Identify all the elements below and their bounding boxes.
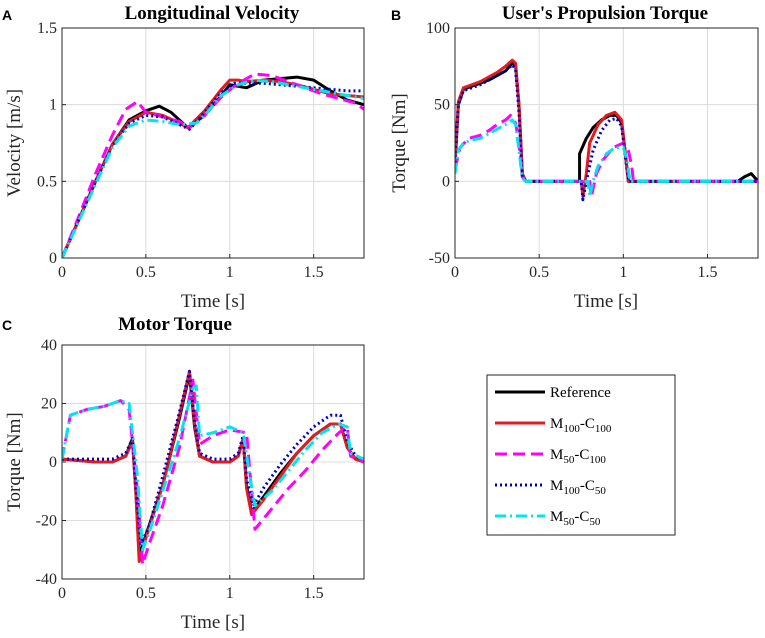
y-tick-label: 1.5 <box>37 20 57 37</box>
series-line-m50-c100 <box>62 72 364 258</box>
x-axis-label-motor: Time [s] <box>181 612 245 633</box>
panel-longitudinal-velocity: A Longitudinal Velocity 0 0.5 1 1.5 0 0.5 1 1.5… <box>2 3 365 312</box>
series-line-m50-c50 <box>62 384 364 552</box>
y-axis-label-velocity: Velocity [m/s] <box>4 89 25 197</box>
series-line-m50-c100 <box>62 378 364 566</box>
legend: Reference M100-C100 M50-C100 M100-C50 M50-C5… <box>486 374 676 536</box>
y-tick-label: -40 <box>36 571 57 588</box>
series-line-m100-c50 <box>455 63 758 202</box>
y-tick-label: 100 <box>426 20 450 37</box>
series-line-m50-c50 <box>455 118 758 199</box>
chart-title-velocity: Longitudinal Velocity <box>125 3 300 24</box>
legend-label-m50-c100: M50-C100 <box>550 447 606 466</box>
panel-propulsion-torque: B User's Propulsion Torque 0 0.5 1 1.5-5005… <box>389 3 759 312</box>
legend-label-m100-c50: M100-C50 <box>550 478 606 497</box>
series-line-reference <box>455 61 758 183</box>
x-tick-label: 1.5 <box>698 264 718 281</box>
x-tick-label: 1.5 <box>304 585 324 602</box>
x-tick-label: 1 <box>226 585 234 602</box>
y-tick-label: -50 <box>429 250 450 267</box>
y-tick-label: 0 <box>49 250 57 267</box>
legend-label-m100-c100: M100-C100 <box>550 416 612 435</box>
panel-letter-a: A <box>2 7 12 23</box>
y-tick-label: 1 <box>49 97 57 114</box>
series-line-m100-c50 <box>62 81 364 258</box>
y-tick-label: 0 <box>442 173 450 190</box>
series-line-m100-c50 <box>62 369 364 546</box>
y-tick-label: 50 <box>434 97 450 114</box>
axes-box-velocity <box>61 27 365 259</box>
panel-letter-c: C <box>2 317 12 333</box>
panel-motor-torque: C Motor Torque 0 0.5 1 1.5 -40 -20 0 20 40 Time … <box>2 314 365 633</box>
x-tick-label: 0.5 <box>136 264 156 281</box>
series-line-m50-c50 <box>62 78 364 258</box>
y-tick-label: 20 <box>41 396 57 413</box>
y-tick-label: 0 <box>49 454 57 471</box>
panel-letter-b: B <box>391 7 401 23</box>
series-line-m100-c100 <box>62 369 364 563</box>
x-tick-label: 1 <box>226 264 234 281</box>
chart-title-propulsion: User's Propulsion Torque <box>502 3 708 24</box>
x-tick-label: 0.5 <box>136 585 156 602</box>
series-line-reference <box>62 372 364 558</box>
y-axis-label-propulsion: Torque [Nm] <box>389 93 410 192</box>
chart-title-motor: Motor Torque <box>118 314 232 335</box>
x-tick-label: 0 <box>58 264 66 281</box>
x-axis-label-propulsion: Time [s] <box>574 291 638 312</box>
x-tick-label: 1 <box>619 264 627 281</box>
x-tick-label: 1.5 <box>304 264 324 281</box>
legend-label-reference: Reference <box>550 385 611 401</box>
x-axis-label-velocity: Time [s] <box>181 291 245 312</box>
y-tick-label: -20 <box>36 513 57 530</box>
y-tick-label: 40 <box>41 337 57 354</box>
legend-label-m50-c50: M50-C50 <box>550 509 601 528</box>
x-tick-label: 0 <box>58 585 66 602</box>
x-tick-label: 0 <box>451 264 459 281</box>
y-tick-label: 0.5 <box>37 173 57 190</box>
axes-box-propulsion <box>454 27 759 259</box>
x-tick-label: 0.5 <box>529 264 549 281</box>
y-axis-label-motor: Torque [Nm] <box>4 412 25 511</box>
